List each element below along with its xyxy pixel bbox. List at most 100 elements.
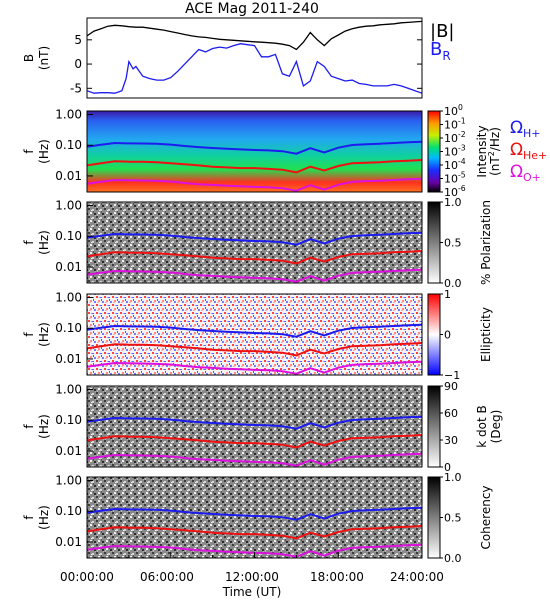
y-axis-unit: (Hz) [37, 505, 51, 530]
panel-coherency: 1.00 0.10 0.01 f (Hz) 1.0 0.5 0.0 Coherency [22, 471, 493, 565]
x-tick-label-2: 12:00:00 [225, 570, 279, 584]
y-tick-label: 1.00 [55, 474, 82, 488]
gyro-line-o [86, 452, 423, 467]
colorbar-title: % Polarization [479, 200, 493, 285]
spectrogram-polarization [87, 202, 422, 283]
x-axis-title: Time (UT) [222, 585, 282, 599]
gyro-line-h [86, 506, 423, 521]
colorbar-tick-label: 10-3 [444, 144, 466, 159]
spectrogram-coherency [87, 477, 422, 558]
panel-frame [86, 17, 423, 99]
panel-frame [86, 110, 423, 193]
y-tick-label: 0.01 [55, 352, 82, 366]
colorbar-tick-label: 1.0 [444, 196, 462, 209]
colorbar-tick-label: 10-5 [444, 171, 466, 186]
colorbar-tick-label: 10-4 [444, 157, 466, 172]
gyro-line-o [86, 360, 423, 375]
gyro-line-he [86, 342, 423, 357]
spectrogram-ellipticity [87, 294, 422, 375]
panel-field: -5 0 5 B (nT) |B|BR [22, 17, 454, 99]
colorbar-kdotb [427, 385, 441, 468]
y-axis-unit: (Hz) [37, 230, 51, 255]
panel-intensity: 1.00 0.10 0.01 f (Hz) 10010-110-210-310-410-5… [22, 103, 547, 199]
colorbar-tick-label: 0.5 [444, 512, 462, 525]
colorbar-intensity [427, 110, 441, 193]
colorbar-tick-label: 60 [444, 407, 458, 420]
colorbar-tick-label: 0.0 [444, 552, 462, 565]
y-tick-label: 1.00 [55, 199, 82, 213]
colorbar-unit: (Deg) [489, 410, 503, 444]
gyro-line-h [86, 140, 423, 155]
y-axis-title: f [22, 515, 36, 520]
colorbar-tick-label: 1.0 [444, 471, 462, 484]
colorbar-tick-label: −1 [444, 369, 460, 382]
y-axis-title: B [22, 54, 36, 62]
colorbar-tick-label: 0 [444, 329, 451, 342]
gyro-line-o [86, 268, 423, 283]
x-axis-labels: 00:00:00 06:00:00 12:00:00 18:00:00 24:0… [60, 570, 444, 599]
colorbar-tick-label: 90 [444, 380, 458, 393]
colorbar-tick-label: 10-2 [444, 130, 466, 145]
y-tick-label: 0.01 [55, 535, 82, 549]
colorbar-tick-label: 30 [444, 434, 458, 447]
y-axis-unit: (nT) [37, 46, 51, 70]
y-tick-label: 0.10 [55, 321, 82, 335]
panel-ellipticity: 1.00 0.10 0.01 f (Hz) 1 0 −1 Ellipticity [22, 288, 493, 382]
y-tick-label: 0.01 [55, 444, 82, 458]
legend-gyro-he: ΩHe+ [510, 140, 547, 162]
panel-polarization: 1.00 0.10 0.01 f (Hz) 1.0 0.5 0.0 % Polarization [22, 196, 493, 290]
y-tick-label: 5 [74, 33, 82, 47]
y-axis-title: f [22, 424, 36, 429]
y-axis-title: f [22, 332, 36, 337]
colorbar-title: Intensity [475, 125, 489, 177]
y-axis-title: f [22, 149, 36, 154]
colorbar-tick-label: 0.0 [444, 277, 462, 290]
legend-gyro-h: ΩH+ [510, 118, 541, 140]
y-tick-label: 1.00 [55, 108, 82, 122]
y-axis-unit: (Hz) [37, 414, 51, 439]
colorbar-tick-label: 10-6 [444, 184, 466, 199]
y-tick-label: 0 [74, 57, 82, 71]
panel-frame [86, 201, 423, 284]
y-tick-label: 0.10 [55, 229, 82, 243]
y-axis-unit: (Hz) [37, 139, 51, 164]
x-tick-label-4: 24:00:00 [390, 570, 444, 584]
y-tick-label: -5 [70, 81, 82, 95]
gyro-line-h [86, 323, 423, 338]
spectrogram-kdotb [87, 386, 422, 467]
colorbar-ellipticity [427, 293, 441, 376]
series-line-b-total [86, 20, 423, 51]
legend-gyro-o: ΩO+ [510, 162, 541, 184]
panel-frame [86, 293, 423, 376]
gyro-line-he [86, 250, 423, 265]
gyro-line-h [86, 231, 423, 246]
x-tick-label-3: 18:00:00 [310, 570, 364, 584]
gyro-line-h [86, 415, 423, 430]
y-axis-unit: (Hz) [37, 322, 51, 347]
gyro-line-he [86, 434, 423, 449]
y-tick-label: 0.10 [55, 138, 82, 152]
panel-frame [86, 385, 423, 468]
colorbar-tick-label: 10-1 [444, 117, 466, 132]
panel-kdotb: 1.00 0.10 0.01 f (Hz) 90 60 30 0 k dot B (Deg) [22, 380, 503, 474]
gyro-line-he [86, 525, 423, 540]
colorbar-title: Coherency [479, 485, 493, 549]
y-tick-label: 0.10 [55, 504, 82, 518]
colorbar-title: Ellipticity [479, 307, 493, 362]
y-tick-label: 1.00 [55, 291, 82, 305]
y-tick-label: 1.00 [55, 383, 82, 397]
colorbar-tick-label: 0.5 [444, 237, 462, 250]
legend-b-total: |B| [430, 21, 454, 42]
colorbar-tick-label: 0 [444, 461, 451, 474]
spectrogram-intensity [87, 111, 422, 192]
y-axis-title: f [22, 240, 36, 245]
x-tick-label-1: 06:00:00 [140, 570, 194, 584]
y-tick-label: 0.01 [55, 169, 82, 183]
colorbar-title: k dot B [475, 405, 489, 447]
colorbar-polarization [427, 201, 441, 284]
y-tick-label: 0.10 [55, 413, 82, 427]
colorbar-tick-label: 100 [444, 103, 463, 118]
gyro-line-he [86, 159, 423, 174]
colorbar-coherency [427, 476, 441, 559]
